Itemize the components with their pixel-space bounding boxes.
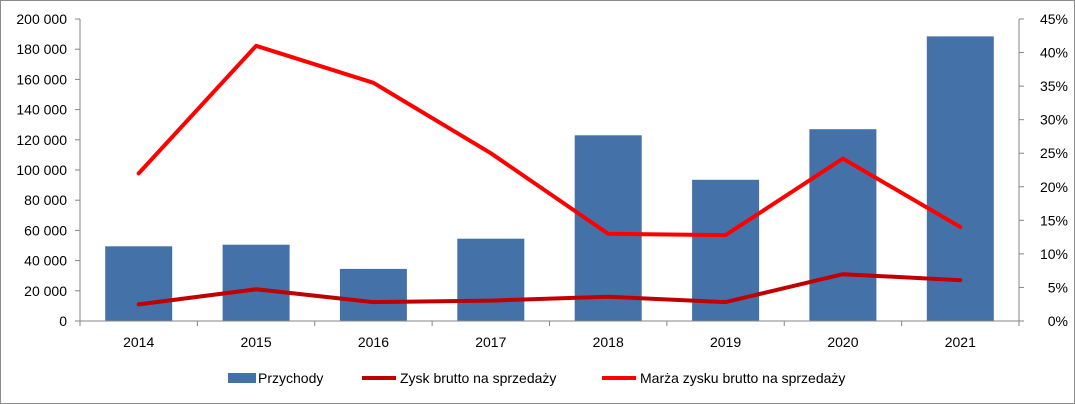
bar-2020 — [809, 129, 877, 321]
y-right-tick-label: 40% — [1040, 45, 1068, 61]
line-series-1 — [136, 272, 963, 307]
x-tick-label-2014: 2014 — [123, 334, 154, 350]
y-right-tick-label: 30% — [1040, 112, 1068, 128]
legend-swatch-bar — [228, 373, 256, 383]
y-right-tick-label: 5% — [1048, 279, 1068, 295]
bar-2014 — [105, 246, 173, 321]
bar-2018 — [574, 135, 642, 321]
x-tick-label-2017: 2017 — [475, 334, 506, 350]
legend-label: Przychody — [258, 370, 323, 386]
y-right-tick-label: 45% — [1040, 11, 1068, 27]
y-left-tick-label: 160 000 — [16, 71, 67, 87]
bar-2021 — [926, 36, 994, 322]
y-left-tick-label: 180 000 — [16, 41, 67, 57]
y-left-tick-label: 60 000 — [24, 222, 67, 238]
y-left-tick-label: 40 000 — [24, 253, 67, 269]
y-left-tick-label: 140 000 — [16, 102, 67, 118]
legend-label: Zysk brutto na sprzedaży — [400, 370, 556, 386]
x-tick-label-2021: 2021 — [945, 334, 976, 350]
x-tick-label-2018: 2018 — [593, 334, 624, 350]
x-tick-label-2016: 2016 — [358, 334, 389, 350]
y-right-tick-label: 25% — [1040, 145, 1068, 161]
y-right-tick-label: 15% — [1040, 212, 1068, 228]
y-left-tick-label: 200 000 — [16, 11, 67, 27]
bar-2015 — [222, 244, 290, 321]
x-tick-label-2015: 2015 — [240, 334, 271, 350]
y-left-tick-label: 120 000 — [16, 132, 67, 148]
y-left-tick-label: 80 000 — [24, 192, 67, 208]
line-series-2 — [136, 43, 963, 238]
y-left-tick-label: 20 000 — [24, 283, 67, 299]
x-tick-label-2019: 2019 — [710, 334, 741, 350]
y-right-tick-label: 10% — [1040, 246, 1068, 262]
bar-2017 — [457, 238, 525, 321]
y-right-tick-label: 0% — [1048, 313, 1068, 329]
bar-2016 — [339, 268, 407, 321]
y-right-tick-label: 20% — [1040, 179, 1068, 195]
y-left-tick-label: 100 000 — [16, 162, 67, 178]
y-left-tick-label: 0 — [59, 313, 67, 329]
x-tick-label-2020: 2020 — [827, 334, 858, 350]
y-right-tick-label: 35% — [1040, 78, 1068, 94]
legend-label: Marża zysku brutto na sprzedaży — [640, 370, 845, 386]
